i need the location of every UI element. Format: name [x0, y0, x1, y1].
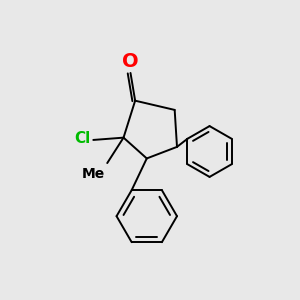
Text: O: O — [122, 52, 139, 70]
Text: Cl: Cl — [75, 131, 91, 146]
Text: Me: Me — [82, 167, 105, 181]
